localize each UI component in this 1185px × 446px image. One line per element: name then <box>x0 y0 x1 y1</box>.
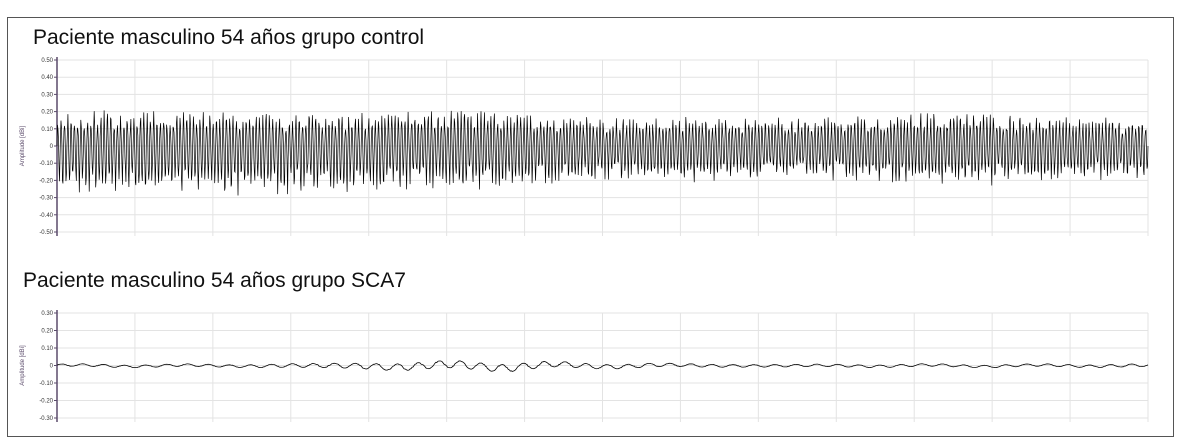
y-tick-label: -0.40 <box>39 213 53 219</box>
panel-title-control: Paciente masculino 54 años grupo control <box>33 26 425 49</box>
y-tick-label: -0.30 <box>39 196 53 202</box>
y-tick-label: -0.10 <box>39 381 53 387</box>
y-tick-label: 0.10 <box>41 346 53 352</box>
waveform-sca7 <box>56 360 1149 372</box>
panel-title-sca7: Paciente masculino 54 años grupo SCA7 <box>23 269 406 292</box>
y-tick-label: -0.50 <box>39 230 53 236</box>
y-tick-label: 0.20 <box>41 329 53 335</box>
figure-frame <box>7 17 1174 437</box>
y-tick-label: 0 <box>50 144 54 150</box>
y-tick-label: 0.30 <box>41 92 53 98</box>
y-tick-label: -0.10 <box>39 161 53 167</box>
y-tick-label: 0.30 <box>41 311 53 317</box>
y-tick-label: 0 <box>50 364 54 370</box>
y-tick-label: 0.40 <box>41 75 53 81</box>
y-tick-label: -0.20 <box>39 178 53 184</box>
y-axis-label: Amplitude [dBi] <box>20 125 26 166</box>
y-tick-label: 0.10 <box>41 127 53 133</box>
y-tick-label: -0.30 <box>39 416 53 422</box>
waveform-control <box>56 110 1149 196</box>
y-tick-label: 0.50 <box>41 58 53 64</box>
y-tick-label: -0.20 <box>39 399 53 405</box>
y-axis-label: Amplitude [dBi] <box>20 345 26 386</box>
y-tick-label: 0.20 <box>41 110 53 116</box>
